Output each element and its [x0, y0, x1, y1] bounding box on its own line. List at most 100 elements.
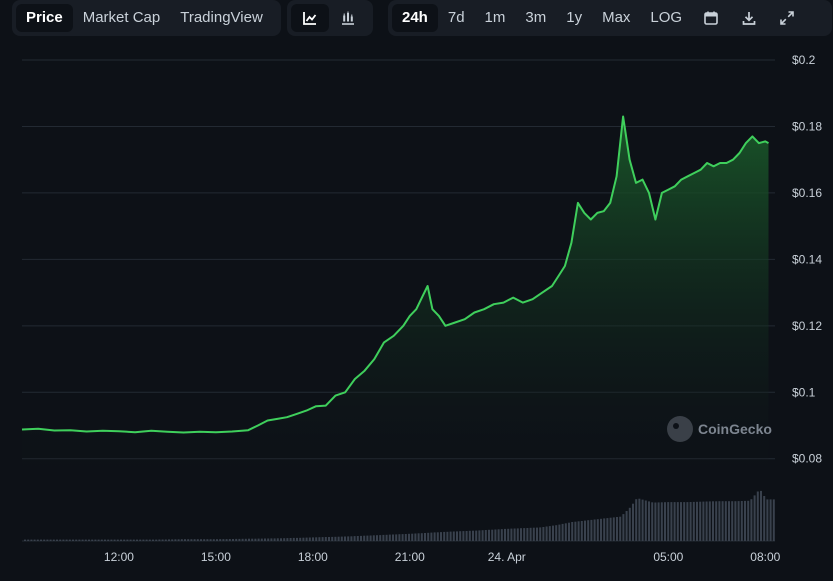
- volume-bar: [379, 535, 382, 541]
- volume-bar: [408, 533, 410, 541]
- fullscreen-icon[interactable]: [768, 4, 806, 32]
- volume-bar: [651, 502, 654, 541]
- volume-bar: [120, 539, 122, 541]
- volume-bar: [619, 516, 622, 541]
- volume-bar: [510, 528, 513, 541]
- volume-bar: [635, 499, 638, 541]
- volume-bar: [184, 539, 186, 541]
- volume-bar: [763, 496, 766, 541]
- volume-bar: [577, 521, 580, 541]
- volume-bar: [65, 539, 68, 541]
- volume-bar: [404, 534, 407, 541]
- volume-bar: [174, 539, 177, 541]
- volume-bar: [622, 514, 625, 541]
- volume-bar: [654, 502, 657, 541]
- volume-bar: [427, 532, 430, 541]
- volume-bar: [411, 533, 414, 541]
- volume-bar: [395, 534, 398, 541]
- volume-bar: [558, 524, 561, 541]
- volume-bar: [97, 539, 100, 541]
- volume-bar: [644, 500, 647, 541]
- volume-bar: [46, 539, 49, 541]
- volume-bar: [705, 501, 708, 541]
- x-tick-label: 08:00: [750, 550, 780, 564]
- volume-bar: [180, 539, 183, 541]
- volume-bar: [289, 538, 292, 541]
- volume-bar: [440, 532, 442, 541]
- range-1y[interactable]: 1y: [566, 9, 583, 26]
- volume-bar: [436, 532, 439, 541]
- volume-bar: [142, 539, 145, 541]
- volume-bar: [193, 539, 196, 541]
- volume-bar: [728, 501, 730, 541]
- volume-bar: [686, 502, 689, 541]
- volume-bar: [308, 537, 311, 541]
- volume-bar: [286, 538, 289, 541]
- volume-bar: [478, 530, 481, 541]
- volume-bar: [392, 534, 394, 541]
- volume-bar: [340, 536, 343, 541]
- volume-bar: [424, 533, 426, 541]
- range-3m[interactable]: 3m: [525, 9, 547, 26]
- range-24h[interactable]: 24h: [392, 4, 438, 32]
- log-scale-toggle[interactable]: LOG: [650, 9, 683, 26]
- tab-tradingview[interactable]: TradingView: [180, 9, 263, 26]
- tab-market-cap[interactable]: Market Cap: [82, 9, 161, 26]
- volume-bar: [574, 521, 577, 541]
- volume-bar: [302, 537, 305, 541]
- y-axis: $0.2 $0.18 $0.16 $0.14 $0.12 $0.1 $0.08: [792, 53, 822, 466]
- volume-bar: [40, 539, 42, 541]
- volume-bar: [200, 539, 202, 541]
- volume-bar: [539, 527, 542, 541]
- volume-bar: [136, 539, 138, 541]
- line-chart-icon[interactable]: [291, 4, 329, 32]
- volume-bar: [520, 528, 522, 541]
- volume-bar: [107, 539, 110, 541]
- volume-bar: [257, 538, 260, 541]
- volume-bar: [145, 539, 148, 541]
- volume-bar: [769, 499, 772, 541]
- volume-bar: [228, 539, 231, 541]
- volume-bar: [104, 539, 106, 541]
- volume-bar: [385, 534, 388, 541]
- volume-bar: [718, 501, 721, 541]
- range-1m[interactable]: 1m: [484, 9, 506, 26]
- volume-bar: [248, 538, 250, 541]
- volume-bar: [491, 529, 494, 541]
- range-7d[interactable]: 7d: [447, 9, 465, 26]
- download-icon[interactable]: [730, 4, 768, 32]
- volume-bar: [760, 490, 762, 541]
- tab-price[interactable]: Price: [16, 4, 73, 32]
- volume-bar: [283, 538, 286, 541]
- volume-bar: [462, 531, 465, 541]
- volume-bar: [267, 538, 270, 541]
- volume-bar: [414, 533, 417, 541]
- volume-bar: [542, 527, 545, 541]
- volume-bar: [548, 526, 551, 541]
- volume-bar: [580, 521, 583, 541]
- price-line: [21, 115, 769, 434]
- volume-bar: [318, 537, 321, 541]
- volume-bar: [164, 539, 167, 541]
- volume-bar: [708, 501, 711, 541]
- range-max[interactable]: Max: [602, 9, 631, 26]
- candlestick-chart-icon[interactable]: [329, 4, 367, 32]
- volume-bar: [91, 539, 94, 541]
- volume-bar: [433, 532, 436, 541]
- calendar-icon[interactable]: [692, 4, 730, 32]
- volume-bar: [673, 502, 676, 541]
- volume-bar: [680, 502, 682, 541]
- volume-bars: [24, 490, 775, 541]
- volume-bar: [721, 501, 724, 541]
- volume-bar: [356, 536, 359, 541]
- volume-bar: [366, 535, 369, 541]
- volume-bar: [273, 538, 276, 541]
- volume-bar: [225, 539, 228, 541]
- view-tab-group: Price Market Cap TradingView: [12, 0, 281, 36]
- volume-bar: [62, 539, 65, 541]
- volume-bar: [513, 528, 516, 541]
- volume-bar: [171, 539, 174, 541]
- volume-bar: [507, 528, 510, 541]
- volume-bar: [321, 537, 324, 541]
